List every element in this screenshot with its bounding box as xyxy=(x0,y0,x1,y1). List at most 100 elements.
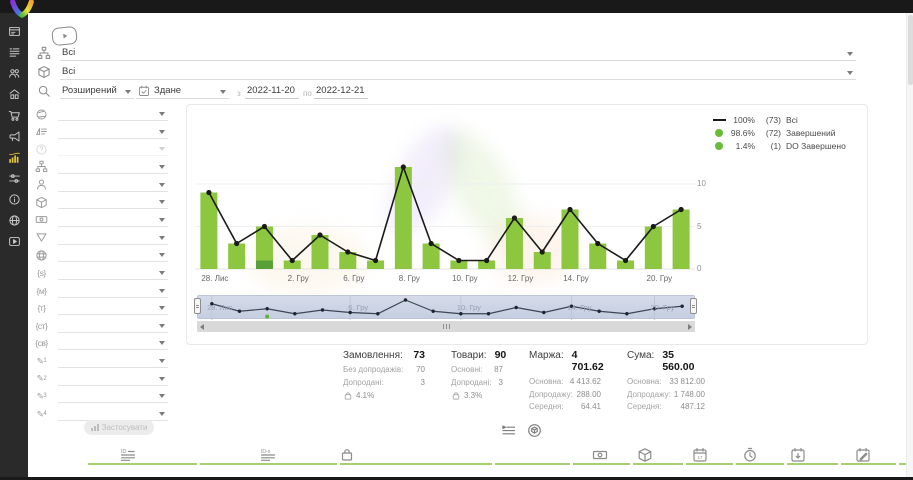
brace-sv-select[interactable] xyxy=(58,335,168,351)
sidebar-item-video[interactable] xyxy=(5,234,23,248)
stat-value: 4 701.62 xyxy=(571,349,604,373)
pencil-4-select[interactable] xyxy=(58,406,168,422)
chart-plot-svg: 28. Лис 2. Гру 6. Гру 8. Гру 10. Гру 12. Гру 1… xyxy=(195,164,695,283)
svg-text:10. Гру: 10. Гру xyxy=(457,303,481,312)
svg-text:12. Гру: 12. Гру xyxy=(508,274,534,283)
date-to-label: по xyxy=(303,89,312,98)
chart-card: 28. Лис 2. Гру 6. Гру 8. Гру 10. Гру 12. Гру 1… xyxy=(186,104,868,345)
hierarchy-select[interactable] xyxy=(58,159,168,174)
date-type-select[interactable]: Здане xyxy=(136,84,229,99)
pencil-1-select[interactable] xyxy=(58,353,168,369)
legend-item[interactable]: 100% (73) Всі xyxy=(711,113,846,126)
chevron-down-icon xyxy=(159,306,165,311)
svg-text:ID: ID xyxy=(121,449,127,455)
table-header-clock[interactable] xyxy=(742,447,758,463)
brace-s-select[interactable] xyxy=(58,265,168,280)
video-icon xyxy=(8,235,21,248)
chevron-down-icon xyxy=(159,129,165,134)
table-header-bag[interactable] xyxy=(339,447,355,463)
date-to-input[interactable] xyxy=(314,84,368,99)
sidebar-item-cart[interactable] xyxy=(5,108,23,122)
stat-sub-label: Основна: xyxy=(627,377,662,386)
stat-sub-label: Допродажу: xyxy=(627,389,671,399)
date-from-label: з xyxy=(237,89,241,98)
brace-m-select[interactable] xyxy=(58,283,168,298)
banknote-select[interactable] xyxy=(58,212,168,227)
table-header-package[interactable] xyxy=(637,447,653,463)
navigator-scrollbar[interactable] xyxy=(197,321,695,332)
table-column-underline xyxy=(88,463,197,465)
stat-sub-value: 4 413.62 xyxy=(569,377,601,386)
sort-select[interactable] xyxy=(58,124,168,139)
table-column-underline xyxy=(686,463,733,465)
sidebar-item-orders[interactable] xyxy=(5,45,23,59)
calendar-edit-icon xyxy=(855,447,871,463)
apply-button[interactable]: Застосувати xyxy=(84,420,154,435)
pencil-2-select[interactable] xyxy=(58,371,168,386)
stat-column: Сума: 35 560.00 Основна: 33 812.00 Допродажу… xyxy=(627,349,705,414)
settings-icon xyxy=(8,172,21,185)
legend-item[interactable]: 1.4% (1) DO Завершено xyxy=(711,139,846,152)
scroll-right-arrow-icon[interactable] xyxy=(688,323,692,330)
vertical-scrollbar[interactable] xyxy=(906,13,913,477)
sidebar-item-customers[interactable] xyxy=(5,66,23,80)
navigator-left-handle[interactable] xyxy=(194,298,201,314)
main-chart[interactable]: 28. Лис 2. Гру 6. Гру 8. Гру 10. Гру 12. Гру 1… xyxy=(195,107,701,294)
svg-text:28. Лис: 28. Лис xyxy=(207,303,233,312)
globe-icon xyxy=(34,107,49,121)
globe-select[interactable] xyxy=(58,106,168,121)
chart-navigator[interactable]: 28. Лис 6. Гру 10. Гру 14. Гру 20. Гру xyxy=(197,295,695,320)
date-from-input[interactable] xyxy=(245,84,299,99)
video-help-button[interactable] xyxy=(51,25,78,47)
brace-st-icon: {ст} xyxy=(35,320,48,331)
vertical-scrollbar-thumb[interactable] xyxy=(908,15,913,85)
navigator-right-handle[interactable] xyxy=(690,298,697,314)
stat-title: Маржа: xyxy=(529,350,564,361)
status-group-select[interactable]: Всі xyxy=(60,46,856,61)
sidebar-item-language[interactable] xyxy=(5,213,23,227)
chevron-down-icon xyxy=(159,217,165,222)
pencil-3-select[interactable] xyxy=(58,388,168,404)
brace-st-select[interactable] xyxy=(58,318,168,333)
scrollbar-grip[interactable] xyxy=(442,324,450,329)
calendar-check-icon xyxy=(138,84,150,96)
scroll-left-arrow-icon[interactable] xyxy=(200,323,204,330)
sidebar-item-settings[interactable] xyxy=(5,171,23,185)
question-select[interactable] xyxy=(58,141,168,157)
table-header-id-list[interactable]: ID xyxy=(120,447,136,463)
search-mode-select[interactable]: Розширений xyxy=(60,84,134,99)
table-header-banknote[interactable] xyxy=(592,447,608,463)
y-axis-label: 5 xyxy=(697,221,702,231)
table-header-id-card[interactable]: ID-o xyxy=(260,447,276,463)
svg-text:8. Гру: 8. Гру xyxy=(399,274,420,283)
sidebar xyxy=(0,13,28,477)
funnel-select[interactable] xyxy=(58,230,168,245)
globe-grid-select[interactable] xyxy=(58,247,168,263)
view-toggle-package-circle[interactable] xyxy=(527,423,542,438)
legend-count: (73) xyxy=(765,114,781,125)
legend-item[interactable]: 98.6% (72) Завершений xyxy=(711,126,846,139)
id-card-icon: ID-o xyxy=(260,447,276,463)
table-header-calendar[interactable]: 17 xyxy=(692,447,708,463)
filter-row-brace-m: {м} xyxy=(30,283,172,300)
sidebar-item-store[interactable] xyxy=(5,87,23,101)
sidebar-item-dashboard[interactable] xyxy=(5,24,23,38)
y-axis-label: 0 xyxy=(697,264,702,273)
table-header-calendar-edit[interactable] xyxy=(855,447,871,463)
filter-row-package xyxy=(30,194,172,211)
product-group-select[interactable]: Всі xyxy=(60,65,856,80)
sidebar-item-analytics[interactable] xyxy=(5,150,23,164)
person-select[interactable] xyxy=(58,177,168,192)
filter-row-brace-st: {ст} xyxy=(30,318,172,335)
table-header-calendar-down[interactable] xyxy=(790,447,806,463)
stat-sub-value: 87 xyxy=(494,365,503,374)
view-toggle-list-indent[interactable] xyxy=(501,423,516,438)
sidebar-item-promo[interactable] xyxy=(5,129,23,143)
filter-row-question xyxy=(30,141,172,158)
package-select[interactable] xyxy=(58,194,168,210)
chevron-down-icon xyxy=(159,412,165,417)
brace-t-select[interactable] xyxy=(58,300,168,316)
app-logo-icon[interactable] xyxy=(8,0,36,27)
chevron-down-icon xyxy=(847,71,853,75)
sidebar-item-info[interactable] xyxy=(5,192,23,206)
